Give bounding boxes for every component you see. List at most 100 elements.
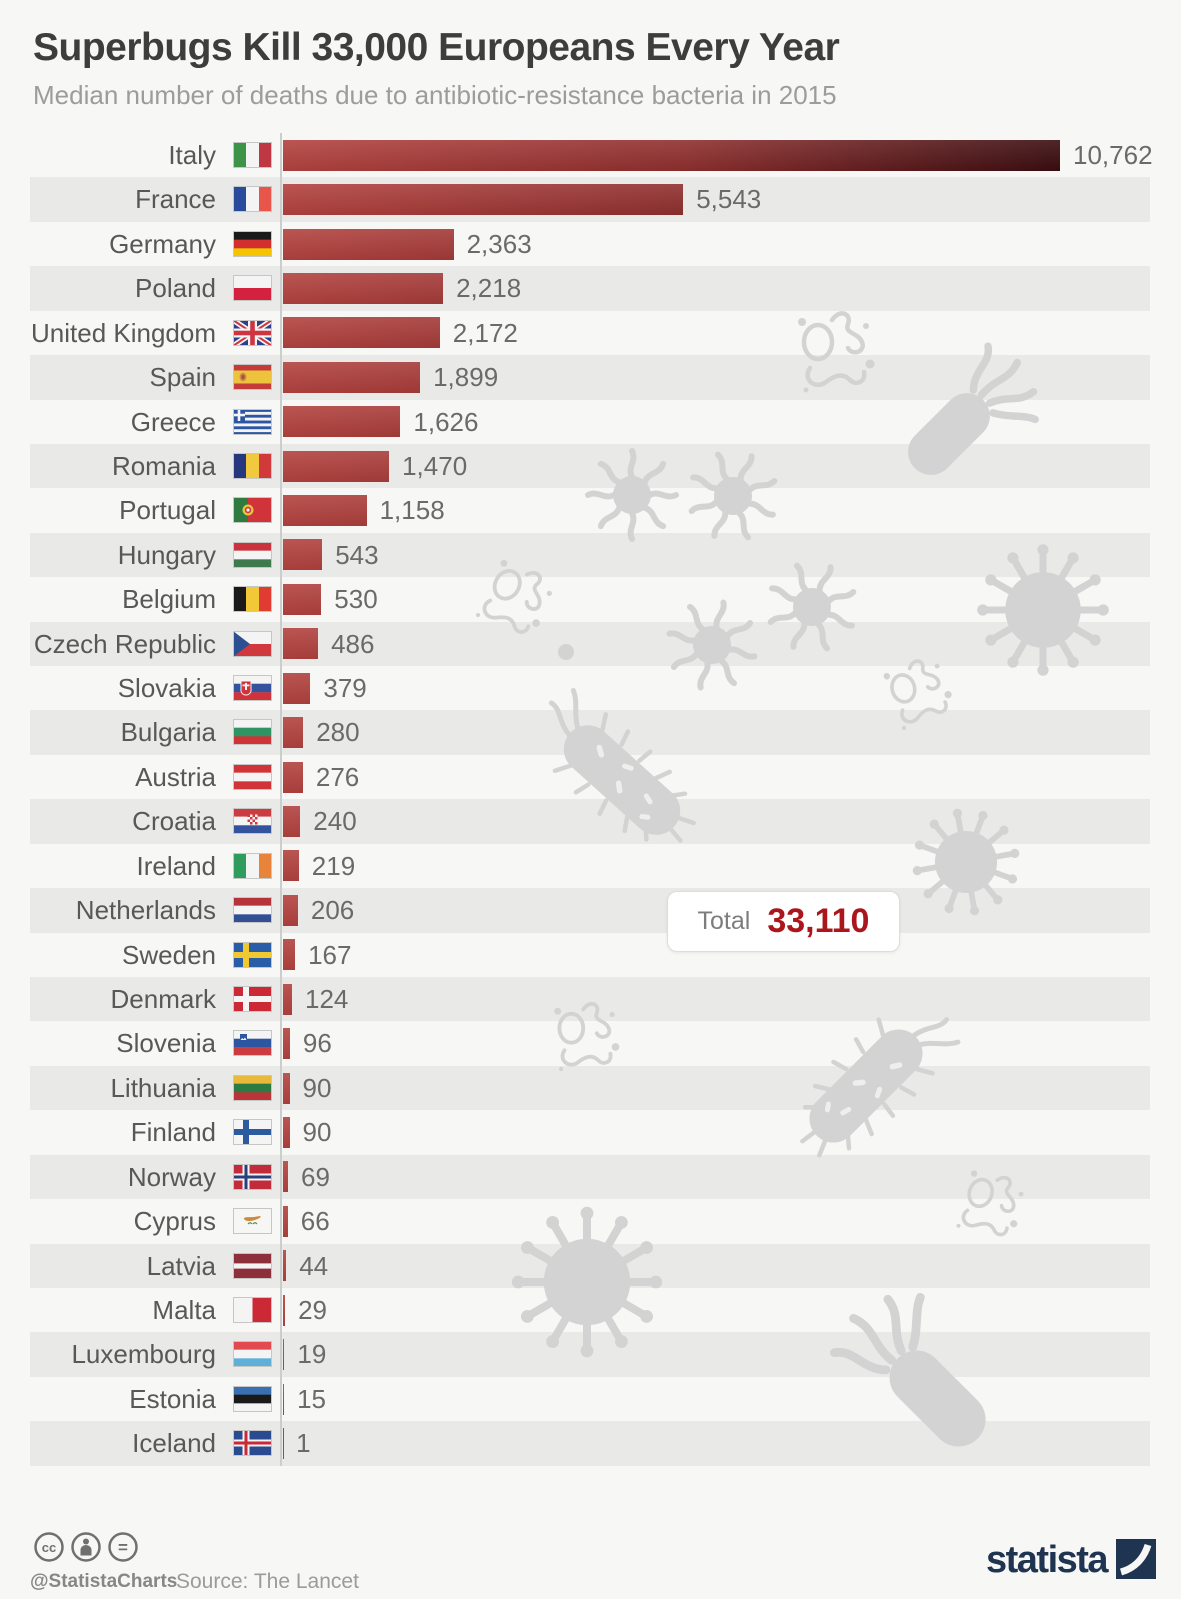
value-bar	[283, 806, 301, 838]
flag-finland-icon	[233, 1119, 272, 1146]
flag-slovakia-icon	[233, 675, 272, 702]
value-bar	[283, 184, 684, 216]
bar-row: Estonia 15	[0, 1377, 1181, 1421]
country-label: Ireland	[136, 850, 217, 881]
svg-text:cc: cc	[42, 1540, 56, 1555]
flag-romania-icon	[233, 452, 272, 479]
value-bar	[283, 495, 367, 527]
value-label: 280	[316, 717, 360, 748]
bar-row: Romania 1,470	[0, 443, 1181, 489]
value-label: 1	[296, 1428, 311, 1459]
value-label: 90	[302, 1117, 332, 1148]
value-bar	[283, 939, 296, 971]
value-bar	[283, 1205, 288, 1237]
flag-spain-icon	[233, 364, 272, 391]
value-bar	[283, 983, 292, 1015]
value-label: 66	[300, 1206, 330, 1237]
value-label: 2,218	[456, 273, 522, 304]
country-label: Iceland	[132, 1428, 216, 1459]
country-label: Poland	[135, 273, 216, 304]
country-label: Cyprus	[133, 1206, 216, 1237]
bar-row: Poland 2,218	[0, 266, 1181, 311]
bar-row: Finland 90	[0, 1110, 1181, 1154]
country-label: Croatia	[132, 806, 216, 837]
value-bar	[283, 1116, 290, 1148]
value-label: 19	[297, 1339, 327, 1370]
flag-iceland-icon	[233, 1430, 272, 1457]
statista-logo-mark	[1116, 1539, 1156, 1579]
value-label: 219	[311, 850, 356, 881]
flag-croatia-icon	[233, 808, 272, 835]
flag-germany-icon	[233, 230, 272, 257]
bar-row: France 5,543	[0, 177, 1181, 222]
attribution-icon	[71, 1532, 101, 1562]
value-bar	[283, 450, 390, 482]
value-label: 69	[301, 1161, 330, 1192]
value-label: 2,172	[452, 317, 518, 348]
value-label: 379	[323, 673, 367, 704]
value-bar	[283, 1072, 290, 1104]
bar-row: Netherlands 206	[0, 888, 1181, 933]
bar-row: Bulgaria 280	[0, 710, 1181, 755]
flag-malta-icon	[233, 1296, 272, 1323]
country-label: Estonia	[129, 1383, 216, 1414]
flag-sweden-icon	[233, 941, 272, 968]
bar-row: Portugal 1,158	[0, 488, 1181, 532]
bar-row: Sweden 167	[0, 933, 1181, 977]
cc-icon	[34, 1532, 64, 1562]
bar-row: Latvia 44	[0, 1243, 1181, 1288]
country-label: Greece	[130, 406, 216, 437]
flag-belgium-icon	[233, 586, 272, 613]
total-value: 33,110	[767, 902, 870, 940]
flag-luxembourg-icon	[233, 1341, 272, 1368]
country-label: Belgium	[122, 584, 216, 615]
bar-row: Denmark 124	[0, 977, 1181, 1022]
value-bar	[283, 539, 323, 571]
value-bar	[283, 628, 319, 660]
bar-row: Croatia 240	[0, 799, 1181, 844]
value-bar	[283, 1028, 290, 1060]
country-label: France	[135, 184, 216, 215]
bar-row: Slovenia 96	[0, 1021, 1181, 1065]
flag-portugal-icon	[233, 497, 272, 524]
bar-row: Luxembourg 19	[0, 1332, 1181, 1377]
bar-row: Lithuania 90	[0, 1065, 1181, 1111]
value-bar	[283, 272, 444, 304]
value-label: 240	[313, 806, 357, 837]
value-bar	[283, 1250, 287, 1282]
flag-estonia-icon	[233, 1385, 272, 1412]
flag-greece-icon	[233, 408, 272, 435]
value-bar	[283, 139, 1060, 171]
country-label: Malta	[152, 1294, 216, 1325]
country-label: Slovakia	[117, 673, 216, 704]
page-subtitle: Median number of deaths due to antibioti…	[33, 80, 837, 110]
source-credit: Source: The Lancet	[176, 1570, 359, 1593]
bar-row: Greece 1,626	[0, 400, 1181, 444]
country-label: Hungary	[117, 539, 216, 570]
flag-slovenia-icon	[233, 1030, 272, 1057]
country-label: Norway	[127, 1161, 216, 1192]
flag-hungary-icon	[233, 541, 272, 568]
flag-netherlands-icon	[233, 897, 272, 924]
bar-row: Spain 1,899	[0, 355, 1181, 400]
value-label: 2,363	[466, 228, 532, 259]
country-label: Lithuania	[110, 1072, 216, 1103]
row-stripe	[30, 266, 1150, 311]
value-label: 167	[308, 939, 352, 970]
country-label: Sweden	[122, 939, 216, 970]
country-label: Finland	[130, 1117, 216, 1148]
value-label: 44	[299, 1250, 329, 1281]
value-bar	[283, 1339, 285, 1371]
value-label: 90	[302, 1072, 332, 1103]
value-bar	[283, 1383, 285, 1415]
value-label: 1,626	[413, 406, 479, 437]
value-label: 1,899	[433, 362, 499, 393]
bar-rows: Italy 10,762 France 5,543 Germany 2,363 Poland…	[0, 133, 1181, 1466]
country-label: Netherlands	[75, 895, 216, 926]
value-label: 96	[302, 1028, 332, 1059]
value-label: 124	[305, 984, 349, 1015]
statista-charts-handle: @StatistaCharts	[30, 1571, 178, 1592]
flag-latvia-icon	[233, 1252, 272, 1279]
bar-row: Cyprus 66	[0, 1199, 1181, 1243]
